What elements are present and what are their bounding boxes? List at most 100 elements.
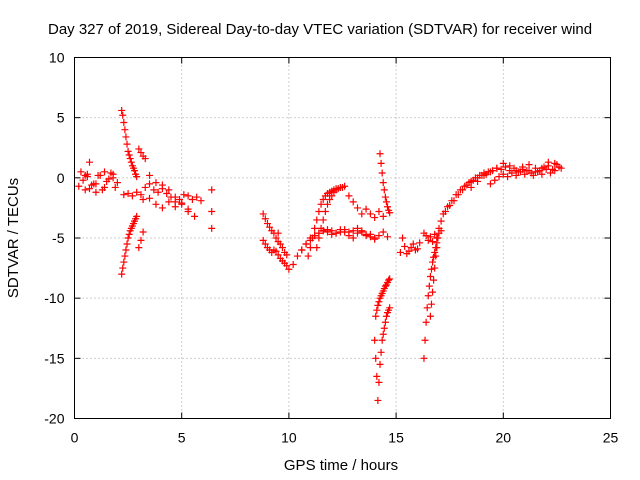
data-point — [424, 236, 432, 244]
data-point — [508, 169, 516, 177]
data-point — [289, 260, 297, 268]
data-point — [454, 191, 462, 199]
data-point — [81, 171, 89, 179]
data-point — [538, 170, 546, 178]
data-point — [171, 193, 179, 201]
data-point — [499, 159, 507, 167]
data-point — [378, 336, 386, 344]
data-point — [119, 264, 127, 272]
data-point — [92, 188, 100, 196]
data-point — [180, 191, 188, 199]
data-point — [119, 111, 127, 119]
data-point — [437, 217, 445, 225]
data-point — [158, 181, 166, 189]
data-point — [113, 179, 121, 187]
data-point — [426, 312, 434, 320]
data-point — [77, 168, 85, 176]
data-point — [506, 162, 514, 170]
data-point — [128, 192, 136, 200]
y-axis-label: SDTVAR / TECUs — [5, 178, 22, 298]
y-tick-label: -5 — [52, 230, 65, 246]
data-point — [111, 183, 119, 191]
data-point — [525, 161, 533, 169]
data-point — [386, 304, 394, 312]
data-point — [120, 191, 128, 199]
y-tick-label: 10 — [49, 50, 65, 66]
data-point — [75, 182, 83, 190]
data-point — [178, 199, 186, 207]
data-point — [431, 264, 439, 272]
data-point — [381, 193, 389, 201]
data-point — [208, 224, 216, 232]
data-point — [137, 149, 145, 157]
data-point — [317, 224, 325, 232]
data-point — [341, 182, 349, 190]
data-point — [308, 234, 316, 242]
data-point — [378, 169, 386, 177]
data-point — [135, 244, 143, 252]
data-point — [474, 177, 482, 185]
data-point — [326, 195, 334, 203]
data-point — [371, 336, 379, 344]
data-point — [504, 173, 512, 181]
data-point — [124, 189, 132, 197]
data-point — [315, 234, 323, 242]
data-point — [278, 244, 286, 252]
data-point — [88, 181, 96, 189]
data-point — [131, 167, 139, 175]
data-point — [304, 252, 312, 260]
data-point — [471, 174, 479, 182]
data-point — [81, 186, 89, 194]
data-point — [165, 186, 173, 194]
data-point — [433, 244, 441, 252]
data-point — [276, 240, 284, 248]
data-point — [146, 194, 154, 202]
data-point — [422, 318, 430, 326]
data-point — [133, 212, 141, 220]
x-tick-label: 5 — [178, 430, 186, 446]
data-point — [480, 171, 488, 179]
data-point — [467, 177, 475, 185]
data-point — [366, 230, 374, 238]
data-point — [121, 252, 129, 260]
data-point — [542, 165, 550, 173]
data-point — [259, 236, 267, 244]
data-point — [374, 301, 382, 309]
data-point — [421, 336, 429, 344]
data-point — [184, 208, 192, 216]
data-point — [435, 224, 443, 232]
data-point — [382, 198, 390, 206]
data-point — [425, 282, 433, 290]
plot-frame — [74, 57, 611, 419]
data-point — [427, 265, 435, 273]
x-tick-label: 25 — [603, 430, 619, 446]
data-point — [434, 234, 442, 242]
x-axis-label: GPS time / hours — [284, 457, 398, 474]
data-point — [349, 234, 357, 242]
x-tick-label: 20 — [496, 430, 512, 446]
y-tick-label: -15 — [44, 350, 64, 366]
data-point — [323, 226, 331, 234]
data-point — [125, 151, 133, 159]
data-point — [551, 167, 559, 175]
data-point — [274, 229, 282, 237]
data-point — [261, 240, 269, 248]
data-point — [426, 273, 434, 281]
data-point — [191, 212, 199, 220]
data-point — [491, 176, 499, 184]
data-point — [139, 195, 147, 203]
data-point — [263, 220, 271, 228]
data-point — [109, 174, 117, 182]
x-tick-labels: 0 5 10 15 20 25 — [71, 430, 619, 446]
data-point — [467, 183, 475, 191]
data-point — [373, 372, 381, 380]
data-point — [399, 234, 407, 242]
data-point — [420, 354, 428, 362]
data-point — [123, 140, 131, 148]
x-tick-label: 0 — [71, 430, 79, 446]
data-point — [306, 244, 314, 252]
data-point — [79, 176, 87, 184]
data-point — [416, 239, 424, 247]
data-point — [345, 228, 353, 236]
data-point — [285, 265, 293, 273]
